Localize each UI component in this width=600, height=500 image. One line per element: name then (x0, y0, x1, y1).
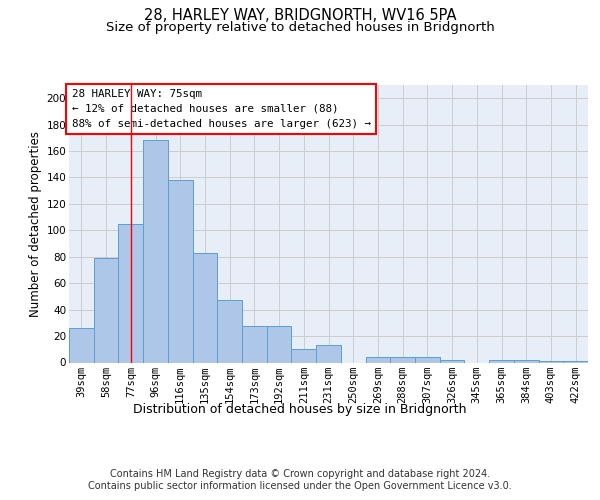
Bar (168, 180, 193, 362)
Bar (514, 360, 539, 362)
Text: Contains public sector information licensed under the Open Government Licence v3: Contains public sector information licen… (88, 481, 512, 491)
Text: Contains HM Land Registry data © Crown copyright and database right 2024.: Contains HM Land Registry data © Crown c… (110, 469, 490, 479)
Bar (94, 258, 118, 362)
Bar (267, 326, 292, 362)
Text: 28 HARLEY WAY: 75sqm
← 12% of detached houses are smaller (88)
88% of semi-detac: 28 HARLEY WAY: 75sqm ← 12% of detached h… (71, 89, 371, 129)
Bar (292, 350, 316, 362)
Bar (316, 346, 341, 362)
Text: Size of property relative to detached houses in Bridgnorth: Size of property relative to detached ho… (106, 21, 494, 34)
Bar (489, 360, 514, 362)
Bar (69, 328, 94, 362)
Bar (193, 253, 217, 362)
Bar (365, 357, 390, 362)
Text: Distribution of detached houses by size in Bridgnorth: Distribution of detached houses by size … (133, 402, 467, 415)
Bar (539, 361, 563, 362)
Bar (415, 357, 440, 362)
Bar (242, 326, 267, 362)
Bar (440, 360, 464, 362)
Bar (217, 300, 242, 362)
Y-axis label: Number of detached properties: Number of detached properties (29, 130, 43, 317)
Text: 28, HARLEY WAY, BRIDGNORTH, WV16 5PA: 28, HARLEY WAY, BRIDGNORTH, WV16 5PA (144, 8, 456, 22)
Bar (118, 224, 143, 362)
Bar (563, 361, 588, 362)
Bar (143, 140, 168, 362)
Bar (390, 357, 415, 362)
